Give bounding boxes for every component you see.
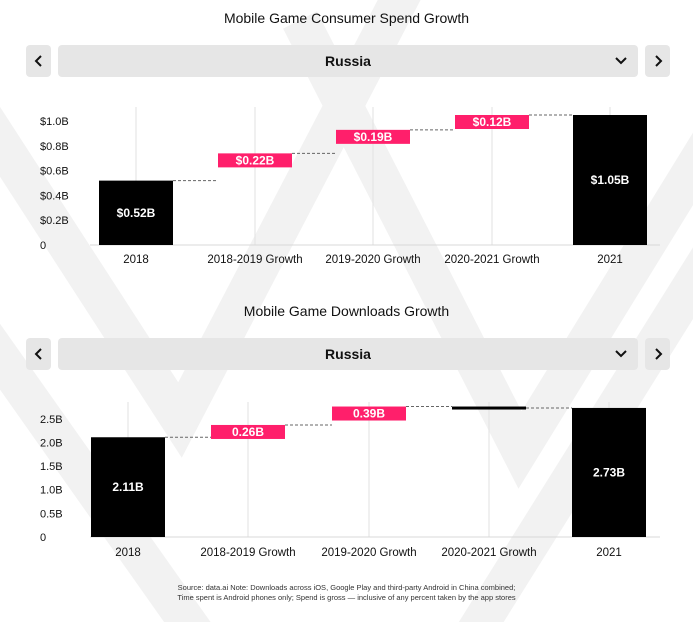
x-tick-label: 2018-2019 Growth [207,254,302,266]
x-tick-label: 2021 [597,254,623,266]
y-tick-label: 2.0B [40,437,63,449]
x-tick-label: 2018-2019 Growth [200,547,295,559]
y-tick-label: 0 [40,532,46,544]
bar [332,406,406,421]
downloads-waterfall-chart: 0 0.5B 1.0B 1.5B 2.0B 2.5B 2.11B 0.26B 0.39B 2.73… [40,402,660,559]
bar [573,115,647,245]
x-tick-label: 2020-2021 Growth [441,547,536,559]
bar [455,115,529,129]
bar [218,153,292,168]
bar [452,406,526,410]
bar [572,407,646,537]
y-tick-label: 1.0B [40,485,63,497]
bar-value-label: $0.52B [117,206,156,220]
chart-title: Mobile Game Downloads Growth [243,303,450,319]
country-select-value: Russia [325,346,371,362]
y-tick-label: 0 [40,240,46,252]
country-select[interactable]: Russia [58,338,638,370]
y-tick-label: 0.5B [40,508,63,520]
bar-value-label: 0.26B [232,425,264,439]
y-tick-label: $0.6B [40,166,69,178]
bar-value-label: $0.19B [354,130,393,144]
chevron-right-icon [654,348,662,360]
country-select[interactable]: Russia [58,45,638,77]
chart-title: Mobile Game Consumer Spend Growth [223,10,470,26]
x-tick-label: 2021 [596,547,622,559]
y-tick-label: $1.0B [40,116,69,128]
next-button[interactable] [645,338,670,370]
x-tick-label: 2019-2020 Growth [321,547,416,559]
bar-value-label: 0.39B [353,407,385,421]
bar-value-label: $0.22B [236,153,275,167]
bar-value-label: $0.12B [473,115,512,129]
source-note: Source: data.ai Note: Downloads across i… [0,583,693,603]
y-tick-label: $0.8B [40,141,69,153]
prev-button[interactable] [26,45,51,77]
chevron-right-icon [654,55,662,67]
bar [99,180,173,245]
chevron-left-icon [34,55,42,67]
spend-waterfall-chart: 0 $0.2B $0.4B $0.6B $0.8B $1.0B $0.52B $0.22B $0… [40,107,660,266]
next-button[interactable] [645,45,670,77]
chevron-down-icon [615,57,627,65]
source-line: Time spent is Android phones only; Spend… [177,593,516,602]
bar-value-label: 2.11B [112,480,144,494]
bar-value-label: $1.05B [591,173,630,187]
chevron-left-icon [34,348,42,360]
y-tick-label: $0.2B [40,215,69,227]
y-tick-label: 2.5B [40,414,63,426]
bar [336,129,410,144]
x-tick-label: 2020-2021 Growth [444,254,539,266]
y-tick-label: 1.5B [40,461,63,473]
bar [91,437,165,537]
source-line: Source: data.ai Note: Downloads across i… [177,583,516,592]
x-tick-label: 2019-2020 Growth [325,254,420,266]
chevron-down-icon [615,350,627,358]
x-tick-label: 2018 [115,547,141,559]
country-select-value: Russia [325,53,371,69]
bar [211,424,285,439]
prev-button[interactable] [26,338,51,370]
bar-value-label: 2.73B [593,465,625,479]
y-tick-label: $0.4B [40,190,69,202]
x-tick-label: 2018 [123,254,149,266]
